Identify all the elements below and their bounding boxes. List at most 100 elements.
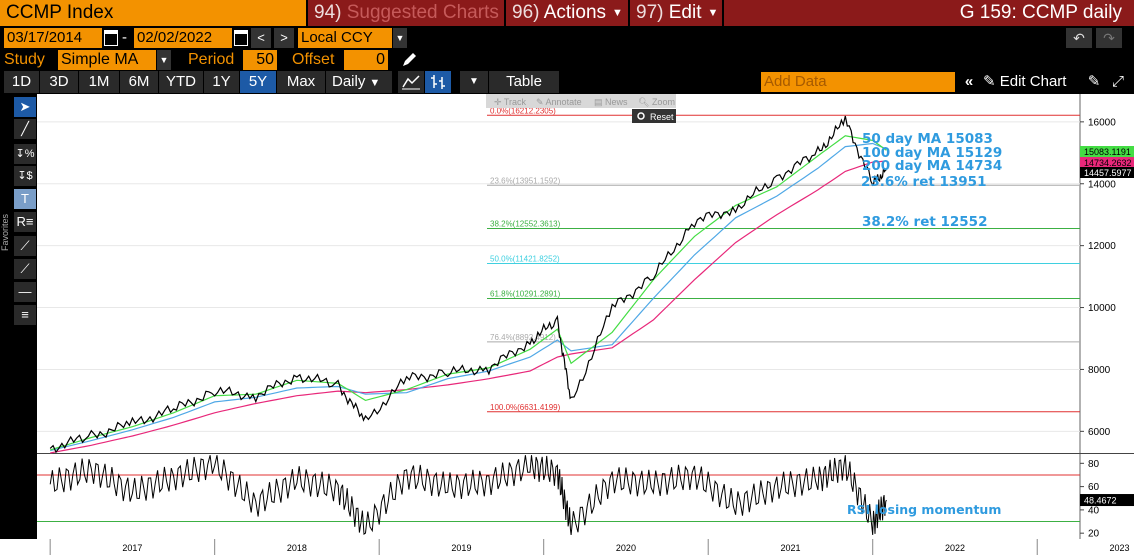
- chevron-right-icon[interactable]: >: [274, 28, 294, 48]
- calendar-icon[interactable]: [104, 30, 118, 46]
- expand-icon[interactable]: ⤢: [1108, 71, 1128, 93]
- reset-icon: [637, 112, 645, 120]
- add-data-input[interactable]: Add Data: [761, 72, 955, 92]
- fib-lines: 0.0%(16212.2305) 23.6%(13951.1592) 38.2%(1…: [487, 106, 1080, 413]
- range-bar: 1D 3D 1M 6M YTD 1Y 5Y Max Daily ▼ ▼ Table…: [0, 71, 1134, 93]
- ticker-field[interactable]: CCMP Index: [0, 0, 306, 26]
- rsi-tick-label-80: 80: [1088, 459, 1100, 470]
- channel-tool-icon[interactable]: ⟋: [14, 259, 36, 279]
- range-button-ytd[interactable]: YTD: [159, 71, 203, 93]
- study-select[interactable]: Simple MA: [58, 50, 156, 70]
- start-date-input[interactable]: 03/17/2014: [4, 28, 102, 48]
- table-button[interactable]: Table: [489, 71, 559, 93]
- track-button[interactable]: ✛ Track: [494, 97, 527, 107]
- edit-menu[interactable]: 97) Edit ▼: [630, 0, 722, 26]
- range-button-1d[interactable]: 1D: [4, 71, 39, 93]
- y-tick-label-10000: 10000: [1088, 303, 1116, 314]
- annotate-button[interactable]: ✎ Annotate: [536, 97, 582, 107]
- rsi-last-value-tag: [1080, 494, 1134, 507]
- y-tick-label-14000: 14000: [1088, 179, 1116, 190]
- pencil-icon[interactable]: [400, 52, 418, 68]
- rsi-series: [37, 455, 1080, 536]
- edit-chart-button[interactable]: ✎ Edit Chart: [983, 71, 1079, 93]
- offset-label: Offset: [292, 51, 335, 68]
- range-button-1y[interactable]: 1Y: [204, 71, 239, 93]
- x-tick-label-2017: 2017: [122, 543, 142, 553]
- y-tick-label-6000: 6000: [1088, 427, 1111, 438]
- rsi-tick-label-20: 20: [1088, 529, 1100, 540]
- date-separator: -: [122, 29, 127, 46]
- title-bar: CCMP Index 94) Suggested Charts 96) Acti…: [0, 0, 1134, 26]
- redo-icon[interactable]: ↷: [1096, 28, 1122, 48]
- last-value-tag-1: [1080, 157, 1134, 168]
- rsi-tick-label-40: 40: [1088, 505, 1100, 516]
- draw-line-icon[interactable]: ╱: [14, 119, 36, 139]
- retracement-tool-icon[interactable]: R≡: [14, 212, 36, 232]
- bar-chart-icon[interactable]: [425, 71, 451, 93]
- range-button-max[interactable]: Max: [277, 71, 325, 93]
- annotation-ret382: 38.2% ret 12552: [862, 214, 987, 230]
- last-value-tag-0: [1080, 146, 1134, 157]
- chart-type-dropdown[interactable]: ▼: [460, 71, 488, 93]
- range-button-3d[interactable]: 3D: [40, 71, 78, 93]
- x-tick-label-2022: 2022: [945, 543, 965, 553]
- annotation-ma200: 200 day MA 14734: [862, 158, 1002, 174]
- period-input[interactable]: 50: [243, 50, 277, 70]
- double-chevron-left-icon[interactable]: «: [958, 71, 980, 93]
- trend-line-icon[interactable]: ⟋: [14, 236, 36, 256]
- fib-label-0: 0.0%(16212.2305): [490, 106, 556, 115]
- line-chart-icon[interactable]: [398, 71, 424, 93]
- last-value-label-0: 15083.1191: [1084, 147, 1131, 157]
- annotation-rsi: RSI losing momentum: [847, 502, 1001, 517]
- actions-label: Actions: [543, 2, 607, 24]
- y-tick-label-12000: 12000: [1088, 241, 1116, 252]
- suggested-label: Suggested Charts: [346, 2, 499, 23]
- fib-label-6: 100.0%(6631.4199): [490, 403, 561, 412]
- range-button-1m[interactable]: 1M: [79, 71, 119, 93]
- chevron-down-icon[interactable]: ▼: [393, 28, 407, 48]
- study-label: Study: [4, 51, 45, 68]
- pencil-icon: ✎: [983, 73, 996, 90]
- x-tick-label-2020: 2020: [616, 543, 636, 553]
- undo-icon[interactable]: ↶: [1066, 28, 1092, 48]
- frequency-label: Daily: [332, 73, 366, 90]
- x-tick-label-2018: 2018: [287, 543, 307, 553]
- percent-tool-icon[interactable]: ↧%: [14, 144, 36, 164]
- ma100-line: [50, 142, 887, 452]
- offset-input[interactable]: 0: [344, 50, 388, 70]
- range-button-6m[interactable]: 6M: [120, 71, 158, 93]
- annotation-ret236: 23.6% ret 13951: [861, 174, 986, 190]
- suggested-charts-menu[interactable]: 94) Suggested Charts: [308, 0, 504, 26]
- last-value-tag-2: [1080, 167, 1134, 178]
- reset-button[interactable]: [632, 109, 676, 123]
- dollar-tool-icon[interactable]: ↧$: [14, 166, 36, 186]
- parallel-lines-icon[interactable]: ≡: [14, 305, 36, 325]
- cursor-icon[interactable]: ➤: [14, 97, 36, 117]
- x-tick-label-2023: 2023: [1109, 543, 1129, 553]
- horizontal-line-icon[interactable]: —: [14, 282, 36, 302]
- chevron-down-icon[interactable]: ▼: [157, 50, 171, 70]
- frequency-select[interactable]: Daily ▼: [326, 71, 392, 93]
- calendar-icon[interactable]: [234, 30, 248, 46]
- actions-menu[interactable]: 96) Actions ▼: [506, 0, 628, 26]
- ma200-line: [50, 160, 887, 454]
- chevron-left-icon[interactable]: <: [251, 28, 271, 48]
- annotate-label: Annotate: [546, 97, 582, 107]
- study-bar: Study Simple MA ▼ Period 50 Offset 0: [0, 50, 1134, 70]
- edit-num: 97): [636, 2, 664, 24]
- edit-icon[interactable]: ✎: [1084, 71, 1104, 93]
- zoom-label: Zoom: [652, 97, 675, 107]
- news-button[interactable]: ▤ News: [594, 97, 628, 107]
- date-bar: 03/17/2014 - 02/02/2022 < > Local CCY ▼ …: [0, 28, 1134, 48]
- rsi-line: [49, 455, 887, 536]
- text-tool-icon[interactable]: T: [14, 189, 36, 209]
- range-button-5y[interactable]: 5Y: [240, 71, 276, 93]
- actions-num: 96): [512, 2, 540, 24]
- chart-toolbar: ✛ Track ✎ Annotate ▤ News 🔍︎ Zoom Reset: [486, 94, 676, 123]
- rsi-last-value-label: 48.4672: [1084, 496, 1117, 506]
- end-date-input[interactable]: 02/02/2022: [134, 28, 232, 48]
- currency-select[interactable]: Local CCY: [298, 28, 392, 48]
- zoom-button[interactable]: 🔍︎ Zoom: [638, 97, 675, 107]
